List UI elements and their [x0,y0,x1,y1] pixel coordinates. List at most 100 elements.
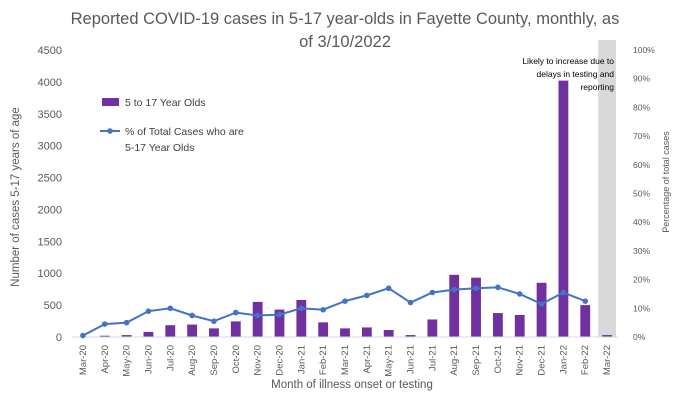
line-markers [80,284,589,339]
marker-Dec-20 [276,311,283,318]
x-tick-label: Oct-20 [231,345,242,374]
bar-Jun-20 [143,331,154,337]
marker-Sep-20 [211,318,217,325]
x-tick-label: Mar-21 [340,345,351,375]
y2-tick-label: 0% [633,332,646,342]
y2-tick-label: 100% [633,45,655,55]
y2-tick-label: 10% [633,303,650,313]
x-tick-label: Sep-20 [209,345,220,376]
marker-Aug-21 [451,286,458,293]
y-tick-label: 1000 [38,268,62,280]
marker-Dec-21 [538,301,545,307]
y2-tick-label: 30% [633,246,650,256]
legend-label-bars: 5 to 17 Year Olds [125,97,206,109]
marker-Jun-21 [407,299,414,306]
marker-May-21 [385,285,392,292]
marker-Jul-21 [429,289,436,296]
annotation-line-3: reporting [580,82,614,92]
bar-Jul-20 [165,325,176,337]
bar-Dec-21 [536,282,547,337]
x-tick-label: Jan-21 [296,345,307,374]
y-axis-left-label: Number of cases 5-17 years of age [10,107,22,287]
y2-tick-label: 70% [633,131,650,141]
bar-Nov-20 [252,301,263,337]
bar-Jul-21 [427,319,438,337]
marker-Mar-20 [80,332,86,339]
marker-Feb-22 [582,298,589,304]
y-tick-label: 2500 [38,173,62,185]
marker-May-20 [123,319,130,326]
bar-Jan-21 [296,300,307,337]
marker-Oct-21 [495,284,501,291]
line-series-percent [82,286,586,337]
x-tick-label: Apr-20 [100,345,111,374]
marker-Jun-20 [145,308,152,314]
x-tick-label: Sep-21 [471,345,482,376]
x-tick-label: Mar-20 [78,345,89,375]
x-axis-ticks: Mar-20 Apr-20 May-20 Jun-20 Jul-20 Aug-20 Sep-… [78,345,613,377]
marker-Mar-21 [342,298,348,304]
marker-Jan-21 [298,305,305,312]
y-tick-label: 1500 [38,236,62,248]
bar-Sep-21 [471,277,481,337]
y2-tick-label: 60% [633,160,650,170]
annotation-line-2: delays in testing and [537,69,615,79]
y-tick-label: 3000 [38,141,62,153]
y2-tick-label: 80% [633,102,650,112]
bar-Jun-21 [405,335,416,337]
shaded-region-incomplete-month [598,40,616,337]
marker-Jan-22 [560,289,567,296]
x-tick-label: Jun-21 [406,345,417,374]
legend-swatch-marker [107,128,113,134]
marker-Apr-21 [364,292,370,299]
y-tick-label: 500 [44,300,62,312]
marker-Oct-20 [233,309,239,316]
bar-Oct-20 [230,321,241,337]
x-tick-label: Aug-20 [187,345,198,376]
bar-Feb-22 [580,305,591,337]
chart-title-line-1: Reported COVID-19 cases in 5-17 year-old… [71,10,620,28]
y-axis-right-label: Percentage of total cases [661,131,671,233]
x-tick-label: Nov-21 [515,345,526,376]
y2-tick-label: 90% [633,74,650,84]
annotation-reporting-delay: Likely to increase due to delays in test… [522,56,614,92]
y-tick-label: 4000 [38,77,62,89]
y-tick-label: 3500 [38,109,62,121]
bar-Apr-21 [361,327,372,337]
x-tick-label: Nov-20 [253,345,264,376]
x-tick-label: Feb-22 [580,345,591,375]
marker-Feb-21 [320,306,326,313]
annotation-line-1: Likely to increase due to [522,56,614,66]
bar-Jan-22 [558,80,569,338]
bar-Mar-22 [602,335,612,337]
legend-swatch-bars [102,98,119,106]
x-tick-label: Oct-21 [493,345,504,374]
x-tick-label: Jul-20 [165,345,176,371]
y-tick-label: 4500 [38,45,62,57]
bar-series-5-17 [78,80,612,338]
x-tick-label: Dec-20 [274,345,285,376]
legend-label-line-1: % of Total Cases who are [125,126,244,138]
bar-Aug-21 [449,274,460,337]
bar-Dec-20 [274,309,285,337]
marker-Apr-20 [101,321,108,327]
x-tick-label: Aug-21 [449,345,460,376]
x-tick-label: Jun-20 [143,345,154,374]
chart-title-line-2: of 3/10/2022 [299,33,391,51]
marker-Nov-20 [254,312,261,319]
bar-May-21 [383,329,394,337]
bar-Sep-20 [209,328,219,337]
chart-title: Reported COVID-19 cases in 5-17 year-old… [71,10,620,51]
y2-tick-label: 40% [633,217,650,227]
legend-label-line-2: 5-17 Year Olds [125,142,194,154]
bar-Oct-21 [492,313,503,337]
y-tick-label: 0 [56,332,62,344]
bar-Feb-21 [318,322,329,337]
x-tick-label: Jul-21 [427,345,438,371]
marker-Aug-20 [189,312,195,319]
x-tick-label: May-21 [384,345,395,377]
x-axis-label: Month of illness onset or testing [271,379,433,391]
y2-tick-label: 20% [633,275,650,285]
marker-Sep-21 [473,285,479,292]
